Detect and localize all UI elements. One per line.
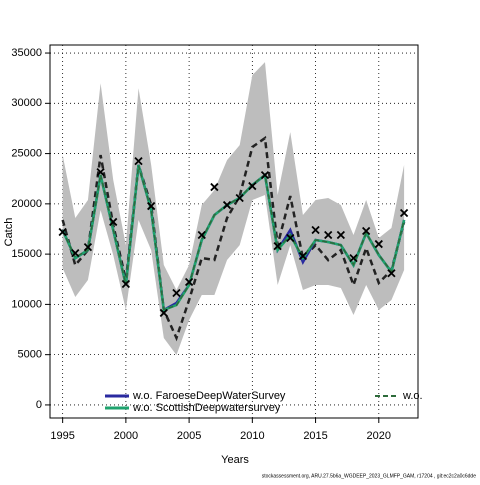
observation (387, 269, 396, 278)
observation (362, 226, 371, 236)
x-tick-label: 2020 (367, 430, 391, 442)
observation (374, 239, 383, 249)
y-tick-label: 25000 (11, 147, 42, 159)
y-tick-label: 30000 (11, 97, 42, 109)
x-tick-label: 2000 (114, 430, 138, 442)
observation (197, 230, 206, 240)
y-tick-label: 20000 (11, 198, 42, 210)
plot-frame (49, 44, 419, 419)
observation (273, 241, 282, 251)
series-line (61, 165, 405, 311)
observation (172, 288, 181, 298)
observation (184, 277, 194, 287)
observation (134, 156, 143, 166)
observation (336, 230, 345, 240)
observation (71, 248, 80, 258)
observation (298, 251, 308, 261)
observation (210, 182, 219, 192)
observation (147, 201, 156, 211)
observation (58, 227, 67, 237)
legend-label: w.o. (402, 390, 423, 402)
y-tick-label: 35000 (11, 47, 42, 59)
x-tick-label: 2010 (240, 430, 264, 442)
y-axis-label: Catch (3, 218, 15, 247)
y-tick-label: 5000 (18, 349, 42, 361)
y-tick-label: 0 (36, 399, 42, 411)
observation (399, 208, 409, 218)
observation (324, 230, 333, 240)
legend-label: w.o. ScottishDeepwatersurvey (132, 402, 281, 414)
observation (286, 233, 295, 243)
legend-label: w.o. FaroeseDeepWaterSurvey (132, 390, 286, 402)
observation (83, 242, 93, 252)
observation (222, 200, 232, 210)
observation (121, 279, 131, 289)
observation (248, 181, 257, 191)
x-tick-label: 1995 (50, 430, 74, 442)
observation (235, 193, 244, 203)
observation (159, 308, 168, 318)
observation (109, 217, 118, 227)
x-tick-label: 2015 (303, 430, 327, 442)
y-tick-label: 10000 (11, 298, 42, 310)
y-tick-label: 15000 (11, 248, 42, 260)
observation (96, 167, 105, 177)
observation (311, 225, 320, 235)
x-axis-label: Years (221, 454, 249, 466)
observation (349, 254, 358, 263)
observation (260, 170, 270, 180)
footer: stockassessment.org, ARU.27.5b6a_WGDEEP_… (262, 473, 476, 479)
x-tick-label: 2005 (177, 430, 201, 442)
